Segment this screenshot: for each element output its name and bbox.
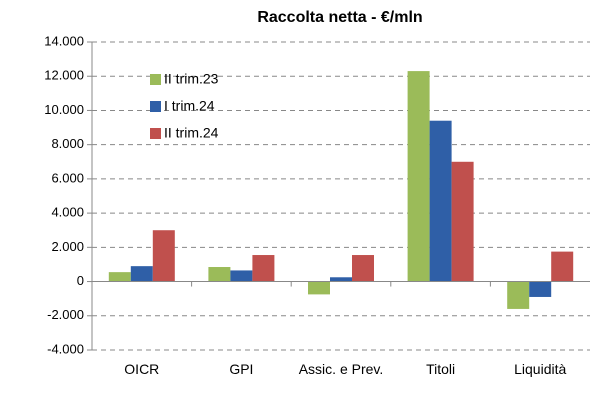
bar — [130, 266, 153, 282]
x-tick-label: Assic. e Prev. — [298, 361, 384, 377]
y-tick-label: 0 — [77, 273, 84, 288]
y-tick-label: 8.000 — [51, 136, 84, 151]
bar — [252, 255, 275, 282]
bar — [529, 281, 552, 297]
y-tick-label: 2.000 — [51, 239, 84, 254]
y-tick-label: 6.000 — [51, 170, 84, 185]
bar — [352, 255, 374, 282]
y-tick-label: 12.000 — [44, 68, 84, 83]
bar — [330, 277, 352, 282]
bar — [108, 272, 131, 282]
bar — [429, 120, 452, 282]
legend-label: I trim.24 — [164, 98, 215, 114]
bar — [407, 71, 430, 282]
y-tick-label: -2.000 — [47, 307, 84, 322]
y-tick-label: 4.000 — [51, 205, 84, 220]
chart-title: Raccolta netta - €/mln — [257, 9, 422, 26]
bar — [507, 281, 530, 309]
legend-label: II trim.24 — [164, 125, 219, 141]
legend-swatch — [150, 128, 161, 139]
bar — [308, 281, 330, 295]
bar — [208, 267, 231, 282]
bar — [551, 251, 574, 282]
y-tick-label: 14.000 — [44, 33, 84, 48]
legend-label: II trim.23 — [164, 71, 219, 87]
legend-swatch — [150, 74, 161, 85]
y-tick-label: -4.000 — [47, 341, 84, 356]
x-tick-label: OICR — [124, 361, 160, 377]
x-tick-label: Titoli — [426, 361, 456, 377]
x-tick-label: Liquidità — [514, 361, 567, 377]
y-tick-label: 10.000 — [44, 102, 84, 117]
bar — [230, 270, 253, 282]
legend-swatch — [150, 101, 161, 112]
x-tick-label: GPI — [229, 361, 254, 377]
bar — [451, 161, 474, 282]
bar — [152, 230, 175, 282]
